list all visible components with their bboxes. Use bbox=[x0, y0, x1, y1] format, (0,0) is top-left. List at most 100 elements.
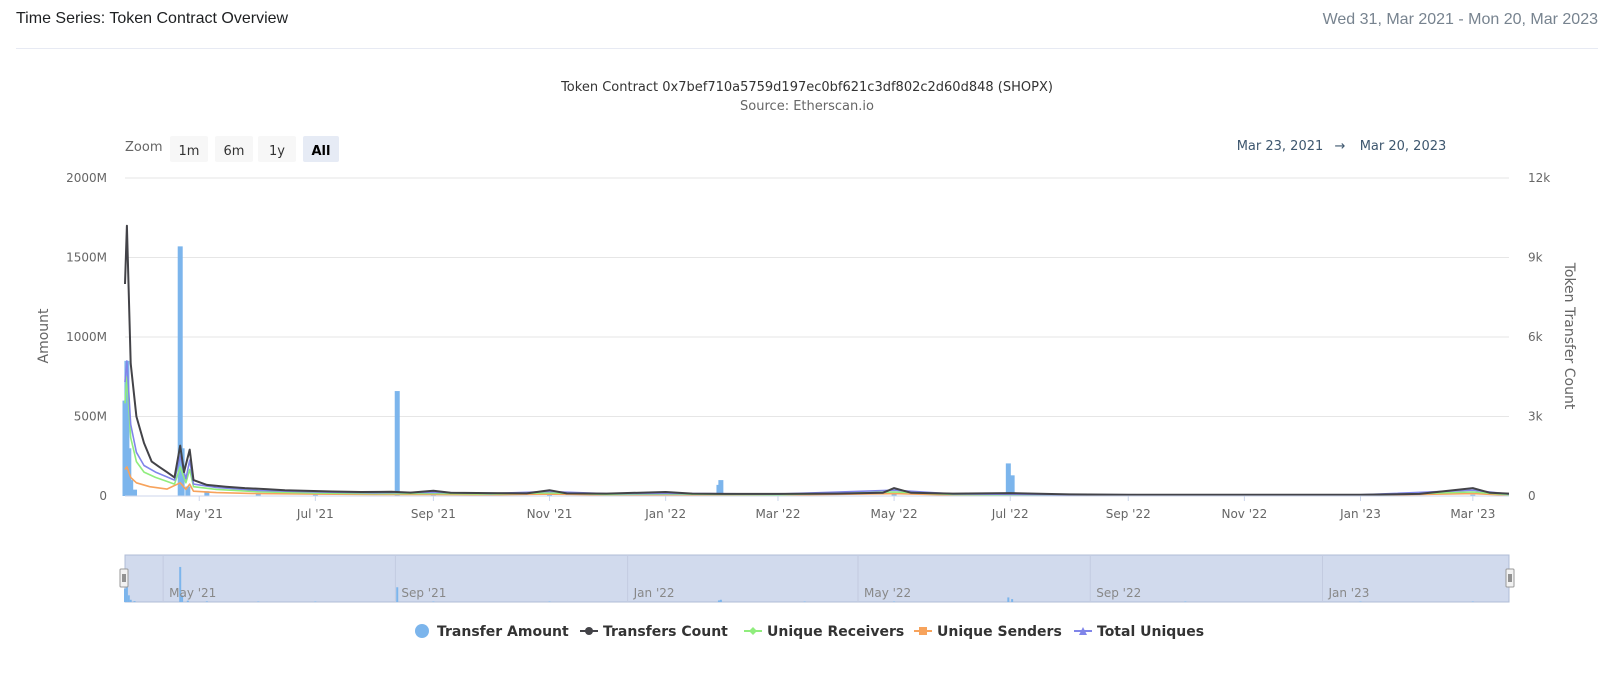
left-tick-label: 500M bbox=[74, 410, 107, 424]
transfers-count-line[interactable] bbox=[124, 224, 1510, 496]
navigator-bar bbox=[127, 595, 130, 602]
transfer-amount-bar[interactable] bbox=[312, 494, 318, 496]
transfer-amount-bar[interactable] bbox=[718, 480, 724, 496]
x-tick-label: Nov '22 bbox=[1221, 507, 1267, 521]
left-tick-label: 1500M bbox=[66, 251, 107, 265]
legend-item-unique-receivers[interactable]: Unique Receivers bbox=[744, 624, 904, 640]
left-tick-label: 2000M bbox=[66, 171, 107, 185]
transfer-amount-bar[interactable] bbox=[185, 486, 191, 496]
right-tick-label: 0 bbox=[1528, 489, 1536, 503]
zoom-button-1m[interactable]: 1m bbox=[170, 136, 208, 162]
zoom-button-label: 1m bbox=[179, 144, 200, 159]
navigator-label: May '21 bbox=[169, 586, 216, 600]
transfer-amount-bar[interactable] bbox=[891, 494, 897, 496]
transfer-amount-bar[interactable] bbox=[1009, 475, 1015, 496]
transfer-amount-bar[interactable] bbox=[255, 493, 261, 496]
range-to[interactable]: Mar 20, 2023 bbox=[1360, 139, 1447, 154]
x-axis: May '21 Jul '21 Sep '21 Nov '21 Jan '22 Mar '… bbox=[176, 496, 1495, 521]
x-tick-label: Jul '22 bbox=[991, 507, 1029, 521]
unique-receivers-line[interactable] bbox=[124, 376, 1510, 496]
range-separator: → bbox=[1335, 139, 1346, 154]
navigator-bar bbox=[1471, 601, 1474, 602]
total-uniques-line[interactable] bbox=[124, 360, 1510, 496]
navigator-bar bbox=[125, 583, 128, 602]
navigator-bar bbox=[124, 588, 126, 602]
zoom-button-bg bbox=[258, 136, 296, 162]
zoom-button-label: 1y bbox=[269, 144, 285, 159]
navigator-label: Sep '21 bbox=[401, 586, 446, 600]
x-tick-label: Sep '21 bbox=[411, 507, 456, 521]
legend-item-unique-senders[interactable]: Unique Senders bbox=[914, 624, 1062, 640]
transfer-amount-bar[interactable] bbox=[204, 491, 210, 496]
transfer-amount-bar[interactable] bbox=[547, 494, 553, 496]
transfer-amount-bar[interactable] bbox=[124, 360, 130, 496]
zoom-button-label: 6m bbox=[224, 144, 245, 159]
left-axis-title: Amount bbox=[36, 308, 52, 364]
zoom-controls: Zoom 1m 6m 1y All bbox=[125, 136, 339, 162]
navigator-bar bbox=[257, 601, 260, 602]
date-range: Wed 31, Mar 2021 - Mon 20, Mar 2023 bbox=[1322, 11, 1598, 28]
x-tick-label: Nov '21 bbox=[527, 507, 573, 521]
navigator-bar bbox=[803, 601, 806, 602]
navigator-bar bbox=[314, 601, 317, 602]
x-tick-label: Jul '21 bbox=[296, 507, 334, 521]
navigator-handle-right[interactable] bbox=[1505, 568, 1515, 588]
navigator-bar bbox=[432, 601, 435, 602]
range-from[interactable]: Mar 23, 2021 bbox=[1237, 139, 1324, 154]
transfer-amount-bar[interactable] bbox=[394, 391, 400, 496]
legend-item-transfers-count[interactable]: Transfers Count bbox=[580, 624, 728, 640]
x-tick-label: Sep '22 bbox=[1106, 507, 1151, 521]
right-tick-label: 3k bbox=[1528, 410, 1543, 424]
zoom-button-bg bbox=[215, 136, 253, 162]
transfer-amount-bar[interactable] bbox=[177, 246, 183, 496]
navigator-handle-left[interactable] bbox=[119, 568, 129, 588]
navigator-bar bbox=[133, 601, 136, 602]
navigator-bar bbox=[1011, 599, 1014, 602]
chart-subtitle: Source: Etherscan.io bbox=[740, 99, 874, 114]
navigator-bar bbox=[893, 601, 896, 602]
legend-item-total-uniques[interactable]: Total Uniques bbox=[1074, 624, 1204, 640]
transfer-amount-bar[interactable] bbox=[1470, 494, 1476, 496]
navigator-bar bbox=[396, 587, 399, 602]
transfer-amount-bar[interactable] bbox=[1005, 463, 1011, 496]
x-tick-label: May '21 bbox=[176, 507, 223, 521]
navigator-bar bbox=[548, 601, 551, 602]
legend-marker bbox=[585, 627, 593, 635]
navigator-selection[interactable] bbox=[124, 554, 1510, 603]
navigator-label: Sep '22 bbox=[1096, 586, 1141, 600]
line-series bbox=[124, 224, 1510, 497]
legend-label: Total Uniques bbox=[1097, 624, 1204, 640]
x-tick-label: Mar '23 bbox=[1450, 507, 1495, 521]
navigator-bar bbox=[719, 599, 722, 602]
zoom-label: Zoom bbox=[125, 140, 162, 155]
transfer-amount-bar[interactable] bbox=[132, 489, 138, 496]
zoom-button-6m[interactable]: 6m bbox=[215, 136, 253, 162]
legend-marker bbox=[919, 627, 927, 635]
navigator-bar bbox=[179, 566, 182, 602]
zoom-button-1y[interactable]: 1y bbox=[258, 136, 296, 162]
legend-item-transfer-amount[interactable]: Transfer Amount bbox=[415, 624, 569, 640]
zoom-button-all[interactable]: All bbox=[303, 136, 339, 162]
navigator-bar bbox=[1359, 601, 1362, 602]
navigator-bar bbox=[205, 601, 208, 602]
legend-marker bbox=[749, 627, 757, 635]
left-tick-label: 0 bbox=[99, 489, 107, 503]
navigator-bar bbox=[717, 600, 720, 602]
right-tick-label: 9k bbox=[1528, 251, 1543, 265]
right-axis-title: Token Transfer Count bbox=[1561, 262, 1577, 410]
navigator-label: May '22 bbox=[864, 586, 911, 600]
navigator-bar bbox=[129, 599, 132, 602]
transfer-amount-bar[interactable] bbox=[128, 480, 134, 496]
chart-title: Token Contract 0x7bef710a5759d197ec0bf62… bbox=[560, 80, 1053, 95]
right-axis: 0 3k 6k 9k 12k bbox=[1528, 171, 1550, 503]
range-selector: Mar 23, 2021 → Mar 20, 2023 bbox=[1237, 139, 1447, 154]
navigator-handle-body bbox=[119, 568, 129, 588]
left-tick-label: 1000M bbox=[66, 330, 107, 344]
x-tick-label: Jan '23 bbox=[1339, 507, 1381, 521]
navigator[interactable]: May '21 Sep '21 Jan '22 May '22 Sep '22 Jan '… bbox=[119, 554, 1515, 603]
legend: Transfer Amount Transfers Count Unique Rec… bbox=[415, 624, 1204, 640]
transfer-amount-bar[interactable] bbox=[430, 494, 436, 496]
legend-label: Unique Senders bbox=[937, 624, 1062, 640]
legend-symbol bbox=[415, 624, 429, 638]
navigator-bar bbox=[186, 600, 189, 602]
